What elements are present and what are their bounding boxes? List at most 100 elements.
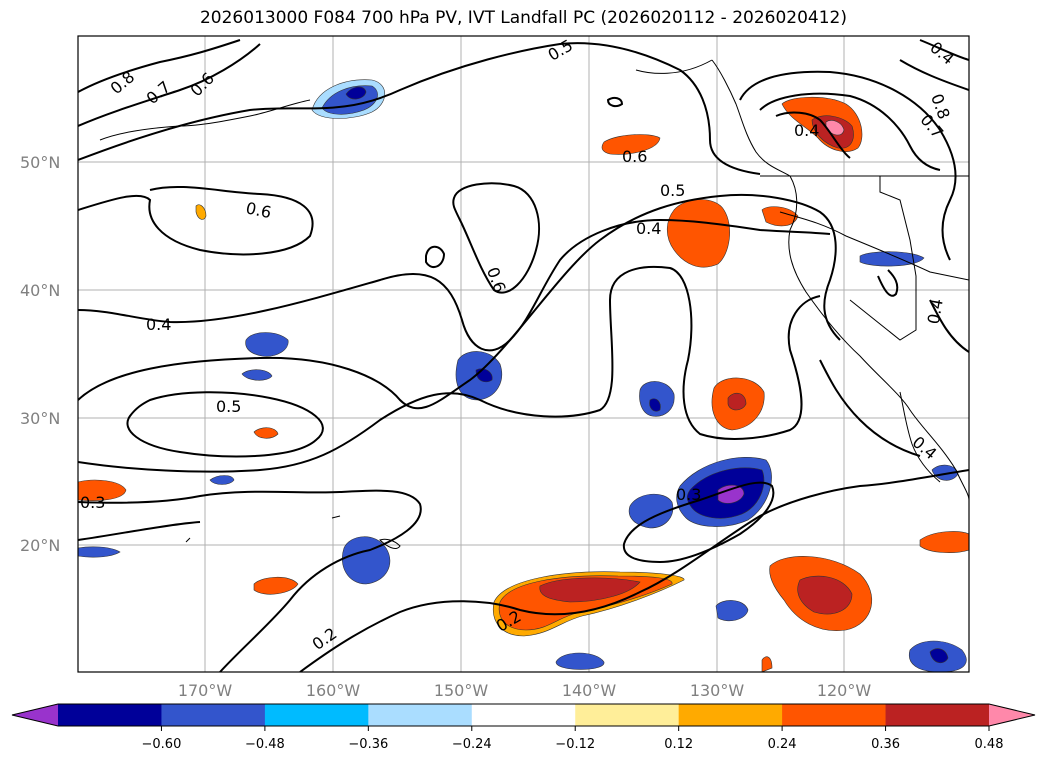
contour-label: 0.4 <box>636 219 661 238</box>
colorbar-tick-label: −0.12 <box>555 737 595 752</box>
graticule <box>78 36 969 672</box>
contour-line <box>78 193 841 410</box>
colorbar-segment <box>161 704 266 726</box>
colorbar-tick-label: −0.48 <box>245 737 285 752</box>
colorbar-tick-label: 0.12 <box>664 737 693 752</box>
contour-label: 0.7 <box>143 77 175 108</box>
neg-blob <box>78 546 121 558</box>
contour-label: 0.3 <box>676 485 701 504</box>
contour-label: 0.4 <box>794 121 819 140</box>
contour-line <box>78 42 761 175</box>
contour-label: 0.8 <box>107 67 139 98</box>
contour-label: 0.6 <box>244 198 273 222</box>
neg-blob <box>345 86 367 100</box>
neg-blob <box>649 398 661 412</box>
neg-blob <box>715 600 749 622</box>
neg-blob <box>717 484 745 504</box>
colorbar-tick-label: 0.36 <box>871 737 900 752</box>
pos-blob <box>78 479 127 501</box>
neg-blob <box>241 369 273 381</box>
contour-line <box>126 391 324 458</box>
neg-blob <box>628 493 674 529</box>
pos-blob <box>195 204 207 220</box>
pos-blob <box>797 575 853 615</box>
contour-label: 0.5 <box>545 35 577 64</box>
contour-line <box>78 489 422 672</box>
colorbar-segment <box>368 704 473 726</box>
pv-contours <box>78 39 969 672</box>
colorbar-tick-label: 0.48 <box>975 737 1004 752</box>
contour-line <box>759 92 941 171</box>
colorbar-segment <box>575 704 680 726</box>
pos-blob <box>253 576 299 595</box>
contour-line <box>819 359 921 457</box>
contour-line <box>78 43 261 127</box>
lon-label: 170°W <box>178 681 233 700</box>
pos-blob <box>601 134 661 155</box>
contour-line <box>899 59 969 91</box>
contour-line <box>78 265 821 473</box>
contour-line <box>299 469 969 672</box>
contour-label: 0.4 <box>146 315 171 334</box>
lon-label: 160°W <box>306 681 361 700</box>
colorbar-segment <box>885 704 990 726</box>
pos-blob <box>666 199 730 268</box>
contour-label: 0.4 <box>926 38 958 69</box>
contour-line <box>452 182 540 294</box>
contour-line <box>78 521 201 541</box>
neg-blob <box>555 652 605 670</box>
contour-label: 0.3 <box>80 493 105 512</box>
colorbar-outline <box>11 703 1036 727</box>
neg-blob <box>929 648 949 664</box>
contour-line <box>877 269 899 297</box>
contour-line <box>739 70 957 261</box>
lon-label: 140°W <box>562 681 617 700</box>
lat-label: 50°N <box>20 153 60 172</box>
contour-line <box>78 218 831 352</box>
neg-blob <box>342 536 391 585</box>
pos-blob <box>727 392 747 411</box>
contour-line <box>622 481 775 564</box>
lat-label: 20°N <box>20 536 60 555</box>
lat-label: 40°N <box>20 281 60 300</box>
colorbar-ticks: −0.60 −0.48 −0.36 −0.24 −0.12 0.12 0.24 0.36 0.4… <box>142 726 1004 752</box>
colorbar-segment <box>678 704 783 726</box>
contour-line <box>929 299 969 353</box>
longitude-labels: 170°W 160°W 150°W 140°W 130°W 120°W <box>178 681 872 700</box>
pos-blob <box>919 531 969 553</box>
colorbar-segment <box>264 704 369 726</box>
contour-line <box>78 185 314 256</box>
pos-blob <box>253 427 279 439</box>
neg-blob <box>639 381 675 417</box>
colorbar-tick-label: −0.24 <box>452 737 492 752</box>
lon-label: 130°W <box>690 681 745 700</box>
neg-blob <box>245 332 289 357</box>
contour-label: 0.6 <box>187 69 218 100</box>
lat-label: 30°N <box>20 409 60 428</box>
colorbar-tick-label: −0.60 <box>142 737 182 752</box>
contour-label: 0.5 <box>216 397 241 416</box>
contour-line <box>425 245 446 269</box>
lon-label: 120°W <box>817 681 872 700</box>
map-frame <box>77 35 970 673</box>
contour-line <box>775 111 851 159</box>
contour-label: 0.2 <box>309 624 341 654</box>
pos-blob <box>539 577 641 603</box>
colorbar-extend-min <box>12 704 58 726</box>
contour-label: 0.6 <box>622 147 647 166</box>
contour-label: 0.4 <box>909 432 941 463</box>
colorbar-tick-label: 0.24 <box>768 737 797 752</box>
pos-blob <box>761 206 799 227</box>
lon-label: 150°W <box>434 681 489 700</box>
colorbar-extend-max <box>989 704 1035 726</box>
map-title: 2026013000 F084 700 hPa PV, IVT Landfall… <box>199 8 847 28</box>
contour-line <box>606 96 624 108</box>
colorbar <box>11 703 1036 727</box>
contour-label: 0.4 <box>924 297 947 325</box>
contour-label: 0.5 <box>660 181 685 200</box>
neg-blob <box>209 475 235 485</box>
contour-line <box>78 39 241 93</box>
pos-blob <box>761 656 773 672</box>
pv-fill-blobs <box>78 79 969 672</box>
